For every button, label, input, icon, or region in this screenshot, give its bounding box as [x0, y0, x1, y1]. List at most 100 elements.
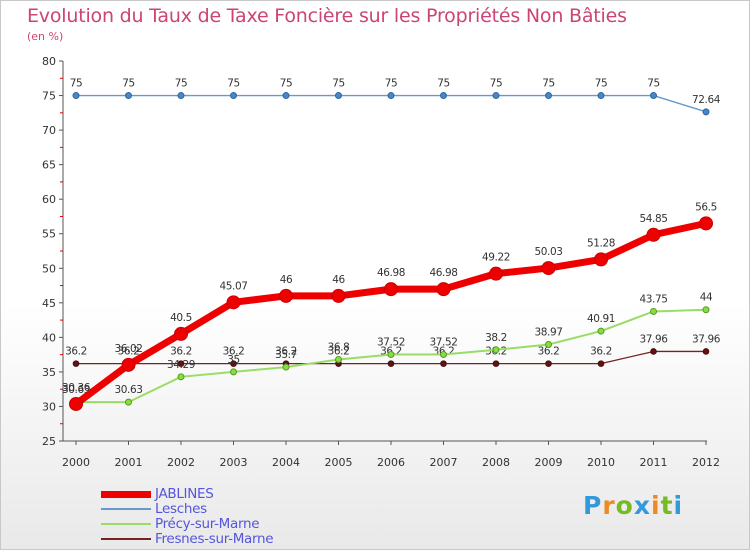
data-point-lesches [177, 92, 185, 100]
data-point-jablines [69, 396, 83, 411]
data-label-pr-cy-sur-marne: 36.8 [328, 341, 350, 353]
y-tick-label: 40 [42, 331, 56, 344]
data-label-fresnes-sur-marne: 37.96 [639, 333, 668, 345]
data-point-jablines [436, 282, 451, 297]
x-tick-label: 2004 [272, 456, 300, 469]
data-point-fresnes-sur-marne [702, 348, 710, 355]
data-point-fresnes-sur-marne [72, 360, 80, 367]
data-label-lesches: 75 [227, 78, 240, 90]
y-tick-label: 80 [42, 55, 56, 68]
data-label-fresnes-sur-marne: 36.2 [590, 346, 612, 358]
data-label-pr-cy-sur-marne: 30.63 [62, 384, 90, 396]
data-point-fresnes-sur-marne [230, 360, 237, 367]
data-point-jablines [121, 357, 136, 372]
y-tick-label: 75 [42, 90, 56, 103]
y-tick-label: 70 [42, 124, 56, 137]
legend-label-precy: Précy-sur-Marne [155, 516, 260, 532]
data-point-jablines [541, 261, 556, 276]
data-point-lesches [492, 92, 500, 100]
x-tick-label: 2005 [325, 456, 353, 469]
logo-letter: i [673, 491, 684, 520]
x-tick-label: 2007 [430, 456, 458, 469]
data-point-pr-cy-sur-marne [230, 368, 237, 376]
legend-label-fresnes: Fresnes-sur-Marne [155, 531, 274, 547]
data-label-lesches: 75 [437, 78, 450, 90]
data-label-lesches: 72.64 [692, 94, 721, 106]
data-point-pr-cy-sur-marne [125, 398, 132, 406]
data-label-pr-cy-sur-marne: 43.75 [639, 293, 667, 305]
data-label-lesches: 75 [490, 78, 503, 90]
data-point-jablines [331, 288, 346, 303]
data-label-lesches: 75 [70, 78, 83, 90]
x-tick-label: 2003 [220, 456, 248, 469]
data-label-jablines: 46.98 [429, 267, 457, 279]
legend-swatch-precy [101, 523, 151, 525]
data-point-jablines [226, 295, 241, 310]
data-point-jablines [489, 266, 503, 281]
data-label-lesches: 75 [280, 78, 293, 90]
data-point-lesches [440, 92, 447, 100]
y-tick-label: 25 [42, 435, 56, 448]
data-label-pr-cy-sur-marne: 35.7 [275, 349, 297, 361]
x-tick-label: 2010 [587, 456, 615, 469]
data-point-fresnes-sur-marne [650, 348, 657, 355]
logo-letter: P [583, 491, 603, 520]
data-point-jablines [279, 288, 293, 303]
y-tick-label: 50 [42, 262, 56, 275]
data-label-jablines: 56.5 [695, 201, 717, 213]
data-label-lesches: 75 [385, 78, 398, 90]
x-tick-label: 2002 [167, 456, 195, 469]
data-label-pr-cy-sur-marne: 38.2 [485, 332, 507, 344]
data-label-pr-cy-sur-marne: 44 [700, 292, 713, 304]
data-label-jablines: 51.28 [587, 237, 615, 249]
data-point-pr-cy-sur-marne [282, 363, 290, 371]
legend-label-lesches: Lesches [155, 501, 207, 517]
data-point-jablines [699, 216, 713, 231]
data-label-jablines: 54.85 [639, 213, 667, 225]
logo-letter: r [602, 491, 616, 520]
y-tick-label: 65 [42, 159, 56, 172]
logo-letter: o [615, 491, 634, 520]
data-label-fresnes-sur-marne: 36.2 [538, 346, 560, 358]
data-point-lesches [702, 108, 710, 116]
legend-swatch-fresnes [101, 538, 151, 540]
proxiti-logo: Proxiti [583, 491, 683, 520]
data-point-pr-cy-sur-marne [545, 340, 552, 348]
unit-label: (en %) [27, 30, 64, 43]
x-tick-label: 2008 [482, 456, 510, 469]
data-label-pr-cy-sur-marne: 35 [227, 354, 240, 366]
data-label-jablines: 46.98 [377, 267, 405, 279]
logo-letter: i [651, 491, 661, 520]
data-label-pr-cy-sur-marne: 40.91 [587, 313, 615, 325]
data-label-pr-cy-sur-marne: 38.97 [534, 326, 562, 338]
x-tick-label: 2011 [640, 456, 668, 469]
legend-swatch-jablines [101, 491, 151, 498]
data-label-fresnes-sur-marne: 37.96 [692, 333, 721, 345]
data-point-fresnes-sur-marne [387, 360, 395, 367]
data-label-jablines: 36.02 [114, 343, 142, 355]
y-tick-label: 35 [42, 366, 56, 379]
data-label-pr-cy-sur-marne: 37.52 [429, 336, 457, 348]
data-point-pr-cy-sur-marne [387, 350, 395, 358]
x-tick-label: 2012 [692, 456, 720, 469]
data-point-lesches [335, 92, 342, 100]
data-label-lesches: 75 [647, 78, 660, 90]
data-label-jablines: 46 [332, 274, 345, 286]
data-label-fresnes-sur-marne: 36.2 [170, 346, 192, 358]
logo-letter: x [633, 491, 651, 520]
data-point-pr-cy-sur-marne [702, 306, 710, 314]
data-point-lesches [545, 92, 552, 100]
y-tick-label: 30 [42, 400, 56, 413]
data-point-lesches [125, 92, 132, 100]
data-point-lesches [387, 92, 395, 100]
logo-letter: t [660, 491, 674, 520]
data-point-pr-cy-sur-marne [177, 373, 185, 381]
data-point-fresnes-sur-marne [440, 360, 447, 367]
data-label-fresnes-sur-marne: 36.2 [275, 346, 297, 358]
data-label-lesches: 75 [595, 78, 608, 90]
data-label-jablines: 50.03 [534, 246, 562, 258]
data-point-lesches [72, 92, 80, 100]
y-tick-label: 55 [42, 228, 56, 241]
data-label-jablines: 45.07 [219, 280, 247, 292]
